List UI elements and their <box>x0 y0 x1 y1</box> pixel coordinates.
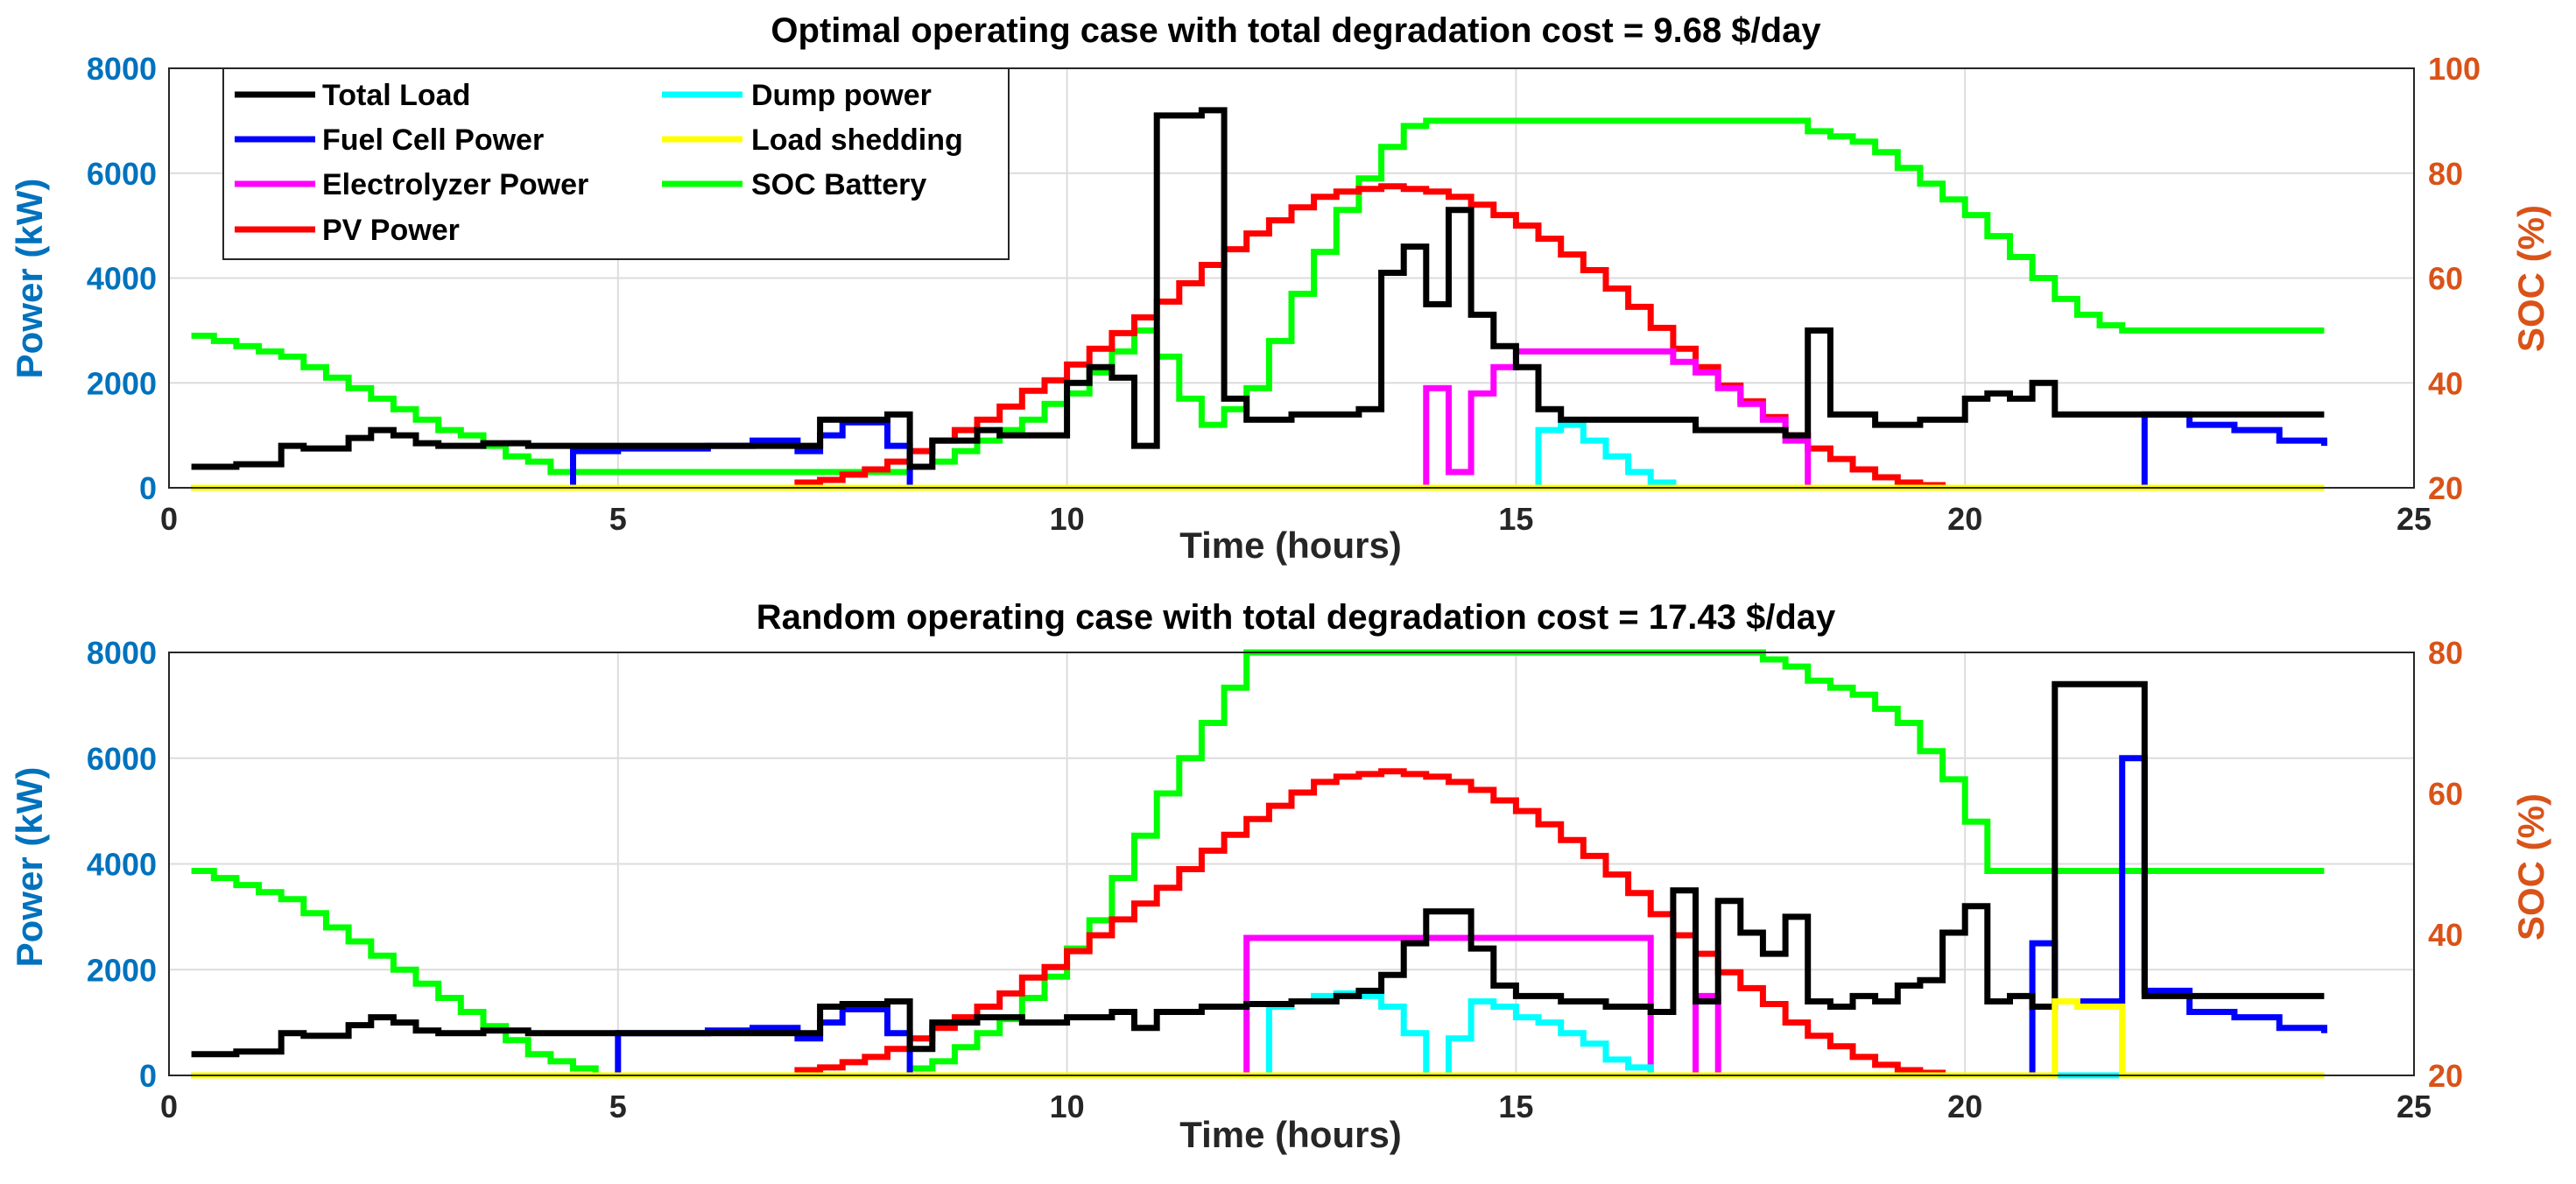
x-tick-label: 25 <box>2397 501 2432 537</box>
x-tick-label: 15 <box>1498 1089 1533 1124</box>
series-load-shedding <box>191 998 2325 1079</box>
y2-tick-label: 80 <box>2428 156 2463 192</box>
legend-label-electrolyzer: Electrolyzer Power <box>322 168 588 201</box>
y2-tick-label: 40 <box>2428 917 2463 953</box>
y-axis-label: Power (kW) <box>9 179 50 379</box>
x-tick-label: 10 <box>1050 501 1085 537</box>
series-total-load <box>191 107 2325 470</box>
y-tick-label: 8000 <box>87 51 157 87</box>
x-tick-label: 5 <box>609 1089 627 1124</box>
y-tick-label: 2000 <box>87 365 157 401</box>
y2-tick-label: 80 <box>2428 635 2463 671</box>
y-tick-label: 4000 <box>87 847 157 883</box>
legend-label-dump: Dump power <box>751 79 932 112</box>
x-axis-label: Time (hours) <box>1179 525 1402 566</box>
series-fuel-cell <box>191 411 2327 491</box>
legend-label-soc: SOC Battery <box>751 168 926 201</box>
legend-label-fuel-cell: Fuel Cell Power <box>322 123 544 157</box>
x-tick-label: 0 <box>160 501 178 537</box>
legend-label-load-shedding: Load shedding <box>751 123 963 157</box>
chart-optimal: Optimal operating case with total degrad… <box>9 11 2551 566</box>
y-tick-label: 8000 <box>87 635 157 671</box>
legend: Total Load Fuel Cell Power Electrolyzer … <box>222 67 1010 260</box>
y2-tick-label: 40 <box>2428 365 2463 401</box>
series-layer <box>191 649 2327 1079</box>
series-electrolyzer <box>191 348 2325 491</box>
x-tick-label: 25 <box>2397 1089 2432 1124</box>
y-tick-label: 0 <box>139 1058 157 1094</box>
legend-box <box>222 67 1010 260</box>
y2-tick-label: 60 <box>2428 776 2463 812</box>
plot-frame <box>168 652 2415 1076</box>
y2-tick-label: 100 <box>2428 51 2481 87</box>
y-tick-label: 2000 <box>87 952 157 988</box>
y2-tick-label: 20 <box>2428 470 2463 506</box>
x-tick-label: 20 <box>1947 501 1982 537</box>
x-tick-label: 20 <box>1947 1089 1982 1124</box>
chart-random: Random operating case with total degrada… <box>9 598 2551 1155</box>
chart-title: Random operating case with total degrada… <box>757 598 1836 637</box>
plot-frame <box>168 67 2415 489</box>
series-dump <box>191 421 2325 491</box>
legend-label-total-load: Total Load <box>322 79 470 112</box>
legend-label-pv: PV Power <box>322 214 460 247</box>
y-tick-label: 6000 <box>87 156 157 192</box>
y2-axis-label: SOC (%) <box>2510 793 2551 941</box>
y-axis-label: Power (kW) <box>9 767 50 968</box>
y2-tick-label: 60 <box>2428 261 2463 297</box>
grid <box>169 652 2414 1075</box>
x-tick-label: 15 <box>1498 501 1533 537</box>
series-total-load <box>191 680 2325 1058</box>
x-axis-label: Time (hours) <box>1179 1114 1402 1155</box>
y-tick-label: 0 <box>139 470 157 506</box>
y2-axis-label: SOC (%) <box>2510 205 2551 352</box>
y-tick-label: 4000 <box>87 261 157 297</box>
x-tick-label: 10 <box>1050 1089 1085 1124</box>
y-tick-label: 6000 <box>87 741 157 777</box>
y2-tick-label: 20 <box>2428 1058 2463 1094</box>
x-tick-label: 0 <box>160 1089 178 1124</box>
chart-title: Optimal operating case with total degrad… <box>771 11 1821 50</box>
x-tick-label: 5 <box>609 501 627 537</box>
